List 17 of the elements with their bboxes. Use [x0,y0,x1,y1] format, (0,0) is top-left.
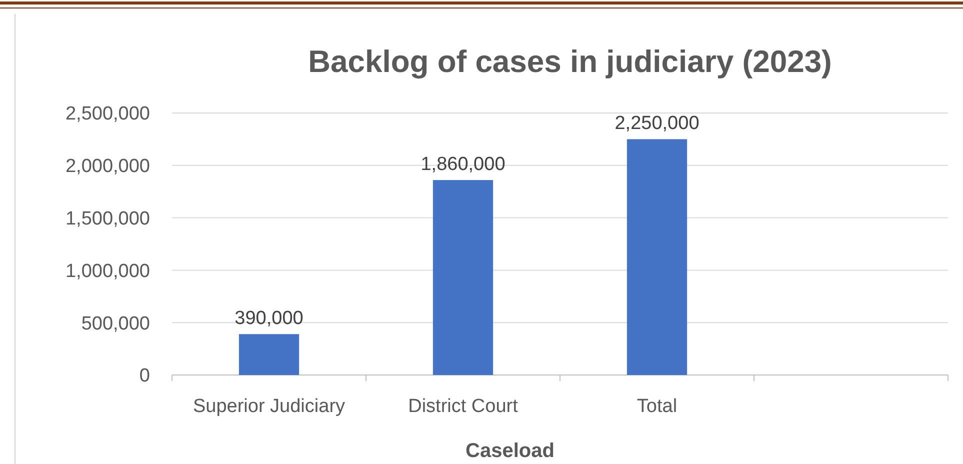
y-tick-label: 1,000,000 [65,260,150,282]
bar [626,139,688,375]
data-label: 1,860,000 [420,154,506,176]
x-axis-title: Caseload [466,440,554,462]
x-tick-label: Superior Judiciary [192,396,346,417]
bar [238,334,300,375]
data-label: 2,250,000 [614,113,700,134]
y-tick-label: 500,000 [81,313,150,334]
y-tick-label: 2,000,000 [65,156,150,178]
bar [432,180,494,375]
chart-title: Backlog of cases in judiciary (2023) [308,44,832,79]
y-tick-label: 1,500,000 [65,208,150,230]
data-label: 390,000 [234,308,304,330]
x-tick-label: Total [636,396,678,417]
y-tick-label: 0 [139,366,150,387]
x-tick-label: District Court [408,396,519,417]
y-tick-label: 2,500,000 [65,104,150,125]
